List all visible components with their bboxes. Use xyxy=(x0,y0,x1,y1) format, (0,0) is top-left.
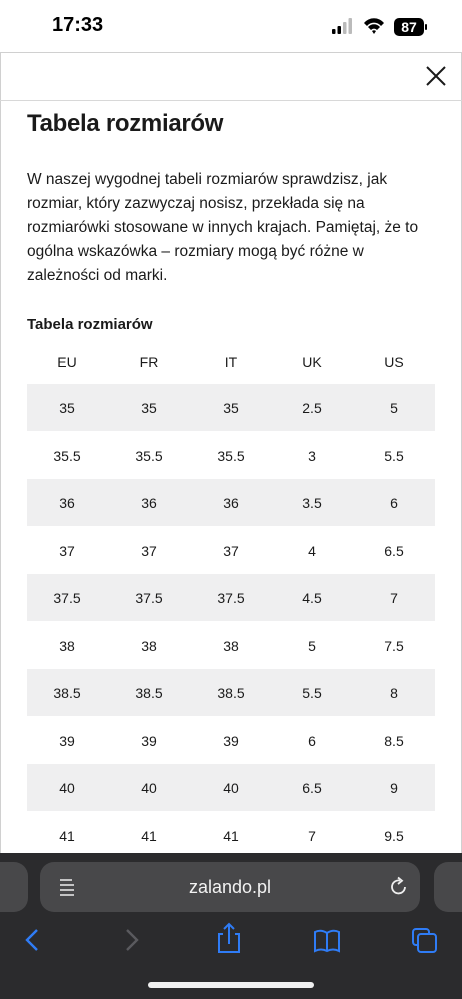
table-cell: 4.5 xyxy=(302,590,322,606)
table-cell: 36 xyxy=(141,495,157,511)
reload-icon[interactable] xyxy=(388,876,410,898)
table-cell: 37 xyxy=(141,542,157,559)
description-line: zależności od marki. xyxy=(27,267,168,284)
prev-tab[interactable] xyxy=(0,862,28,912)
table-cell: 37.5 xyxy=(135,590,163,606)
table-cell: 7 xyxy=(308,827,316,844)
row-band xyxy=(27,384,435,431)
table-cell: 4 xyxy=(308,542,316,559)
table-header: FR xyxy=(139,354,159,370)
bookmarks[interactable] xyxy=(314,929,340,953)
table-cell: 38 xyxy=(59,637,75,654)
table-cell: 37.5 xyxy=(53,590,81,606)
table-header: EU xyxy=(57,354,77,370)
row-band xyxy=(27,479,435,526)
table-cell: 40 xyxy=(59,780,75,796)
table-cell: 36 xyxy=(59,495,75,511)
table-cell: 40 xyxy=(223,780,239,796)
table-cell: 38.5 xyxy=(135,685,163,701)
table-cell: 39 xyxy=(59,732,75,749)
table-cell: 6 xyxy=(308,732,316,749)
divider xyxy=(0,100,462,101)
table-cell: 35 xyxy=(223,400,239,416)
table-cell: 41 xyxy=(141,827,157,844)
row-band xyxy=(27,669,435,716)
table-cell: 40 xyxy=(141,780,157,796)
back[interactable] xyxy=(25,929,38,951)
table-cell: 8 xyxy=(390,685,398,701)
tabs[interactable] xyxy=(412,928,437,953)
home-indicator xyxy=(148,982,314,988)
status-time: 17:33 xyxy=(52,14,104,36)
table-header: UK xyxy=(302,354,322,370)
table-cell: 38.5 xyxy=(53,685,81,701)
table-cell: 41 xyxy=(59,827,75,844)
table-cell: 35 xyxy=(141,400,157,416)
next-tab[interactable] xyxy=(434,862,462,912)
table-cell: 35.5 xyxy=(135,447,163,464)
table-cell: 35.5 xyxy=(53,447,81,464)
table-cell: 37.5 xyxy=(217,590,245,606)
share[interactable] xyxy=(218,922,240,953)
url: zalando.pl xyxy=(188,877,272,897)
row-band xyxy=(27,764,435,811)
table-cell: 3 xyxy=(308,447,316,464)
table-cell: 9 xyxy=(390,780,398,796)
table-header: US xyxy=(384,354,404,370)
table-cell: 5.5 xyxy=(302,685,322,701)
table-cell: 41 xyxy=(223,827,239,844)
status-icons: 87 xyxy=(332,18,427,36)
table-caption: Tabela rozmiarów xyxy=(27,316,153,333)
table-cell: 7.5 xyxy=(384,637,404,654)
table-cell: 6.5 xyxy=(384,542,404,559)
table-header: IT xyxy=(224,354,238,370)
table-cell: 5.5 xyxy=(384,447,404,464)
table-cell: 3.5 xyxy=(302,495,322,511)
description-line: rozmiarówki stosowane w innych krajach. … xyxy=(27,219,419,236)
table-cell: 39 xyxy=(141,732,157,749)
table-cell: 37 xyxy=(223,542,239,559)
table-cell: 6 xyxy=(390,495,398,511)
table-cell: 37 xyxy=(59,542,75,559)
row-band xyxy=(27,574,435,621)
battery-level: 87 xyxy=(401,19,417,35)
description-line: rozmiar, który zazwyczaj nosisz, przekła… xyxy=(27,195,365,212)
table-cell: 35.5 xyxy=(217,447,245,464)
table-cell: 39 xyxy=(223,732,239,749)
table-cell: 2.5 xyxy=(302,400,322,416)
table-cell: 5 xyxy=(308,637,316,654)
table-cell: 5 xyxy=(390,400,398,416)
modal-title: Tabela rozmiarów xyxy=(27,110,224,137)
toolbar xyxy=(25,922,437,953)
forward[interactable] xyxy=(126,929,139,951)
description-line: ogólna wskazówka – rozmiary mogą być róż… xyxy=(27,243,364,260)
table-cell: 35 xyxy=(59,400,75,416)
description-line: W naszej wygodnej tabeli rozmiarów spraw… xyxy=(27,171,388,188)
close-button[interactable] xyxy=(424,64,448,88)
reader-icon[interactable] xyxy=(56,876,78,898)
table-cell: 6.5 xyxy=(302,780,322,796)
table-cell: 38 xyxy=(223,637,239,654)
address-bar[interactable] xyxy=(40,862,420,912)
table-cell: 36 xyxy=(223,495,239,511)
table-cell: 8.5 xyxy=(384,732,404,749)
table-cell: 7 xyxy=(390,590,398,606)
table-cell: 9.5 xyxy=(384,827,404,844)
table-cell: 38 xyxy=(141,637,157,654)
table-cell: 38.5 xyxy=(217,685,245,701)
